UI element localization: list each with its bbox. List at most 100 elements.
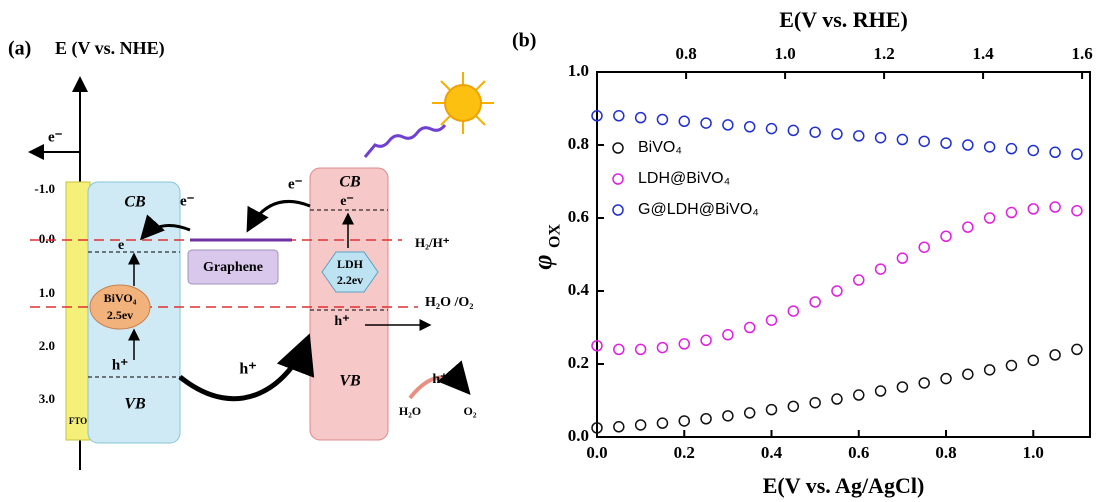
- level: 2.0: [39, 338, 55, 353]
- point: [787, 305, 800, 317]
- legend-label: G@LDH@BiVO₄: [638, 201, 759, 218]
- point: [918, 241, 930, 253]
- point: [1005, 206, 1018, 219]
- x2-tick-label: 1.2: [873, 44, 894, 63]
- point: [874, 385, 887, 397]
- x-tick-label: 0.4: [761, 443, 783, 462]
- point: [634, 111, 647, 124]
- point: [787, 124, 800, 137]
- fto: [65, 181, 91, 441]
- point: [896, 252, 909, 264]
- point: [787, 400, 800, 413]
- point: [940, 372, 952, 385]
- arrow: [139, 214, 191, 241]
- point: [678, 415, 691, 427]
- label: FTO: [69, 416, 87, 426]
- point: [743, 321, 756, 334]
- legend-marker: [612, 204, 624, 216]
- label: e⁻: [288, 176, 303, 192]
- point: [896, 381, 909, 393]
- point: [722, 119, 734, 131]
- point: [853, 274, 865, 286]
- arrow: [178, 333, 315, 401]
- y-axis-label: φ: [528, 254, 557, 269]
- point: [940, 137, 952, 149]
- point: [613, 110, 625, 122]
- point: [613, 343, 625, 356]
- point: [765, 122, 778, 135]
- point: [1071, 343, 1083, 356]
- label: CB: [339, 174, 361, 191]
- x2-tick-label: 0.8: [675, 44, 696, 63]
- label: e⁻: [340, 194, 354, 209]
- point: [983, 141, 996, 153]
- label: LDH: [337, 257, 364, 271]
- label: H₂O: [399, 404, 421, 418]
- label: h⁺: [239, 361, 256, 378]
- point: [1027, 144, 1040, 157]
- point: [809, 396, 821, 409]
- label: h⁺: [334, 314, 349, 329]
- label: h⁺: [432, 372, 447, 387]
- point: [678, 115, 691, 128]
- point: [700, 117, 712, 129]
- point: [874, 263, 887, 275]
- level: -1.0: [34, 181, 55, 196]
- point: [1049, 146, 1061, 159]
- x-tick-label: 0.0: [586, 443, 607, 462]
- x-tick-label: 0.8: [935, 443, 956, 462]
- point: [678, 338, 691, 350]
- point: [700, 334, 712, 347]
- point: [613, 421, 625, 433]
- legend-marker: [612, 173, 624, 185]
- point: [1049, 201, 1061, 213]
- point: [656, 417, 669, 429]
- point: [765, 314, 778, 326]
- point: [743, 407, 756, 419]
- point: [831, 393, 843, 405]
- point: [983, 364, 996, 376]
- light: [363, 124, 447, 158]
- graphene: [187, 249, 279, 285]
- y-tick-label: 0.0: [568, 426, 589, 445]
- point: [656, 341, 669, 354]
- point: [591, 422, 603, 434]
- axis-label: E (V vs. NHE): [55, 38, 165, 59]
- arrow: [408, 360, 471, 400]
- point: [591, 110, 603, 122]
- point: [962, 139, 974, 151]
- point: [853, 389, 865, 401]
- chart: (b) 0.0 0.2 0.4 0.6 0.8 1.0 0.8 1.0 1.2 1.4 1.6 0.0…: [512, 7, 1093, 498]
- x2-axis-label: E(V vs. RHE): [779, 7, 908, 32]
- point: [591, 340, 603, 352]
- label: VB: [124, 396, 146, 413]
- y-axis-label-sub: OX: [547, 224, 564, 248]
- x-tick-label: 0.2: [674, 443, 695, 462]
- point: [918, 135, 930, 148]
- point: [1005, 359, 1018, 372]
- label: e⁻: [48, 129, 63, 145]
- ldh-box: [309, 167, 389, 441]
- y-tick-label: 0.6: [568, 207, 589, 226]
- point: [765, 403, 778, 416]
- point: [722, 410, 734, 422]
- point: [1071, 148, 1083, 160]
- sun: [432, 72, 494, 134]
- point: [1027, 203, 1040, 215]
- legend-label: LDH@BiVO₄: [638, 170, 730, 187]
- label: VB: [339, 373, 361, 390]
- legend-marker: [612, 142, 624, 154]
- point: [809, 296, 821, 308]
- x2-tick-label: 1.6: [1071, 44, 1092, 63]
- x2-tick-label: 1.0: [774, 44, 795, 63]
- label: e: [118, 238, 124, 253]
- level: 3.0: [39, 391, 55, 406]
- point: [896, 133, 909, 146]
- point: [722, 329, 734, 341]
- panel-label: (b): [512, 30, 536, 52]
- label: CB: [124, 194, 146, 211]
- point: [962, 221, 974, 233]
- x2-tick-label: 1.4: [972, 44, 994, 63]
- label: Graphene: [203, 260, 263, 275]
- point: [983, 212, 996, 224]
